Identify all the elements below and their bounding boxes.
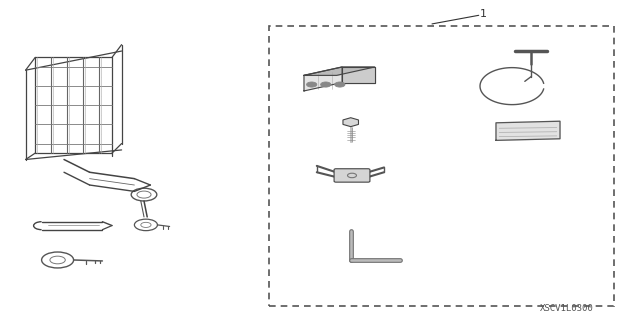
Text: XSCV1L0300: XSCV1L0300 bbox=[540, 304, 593, 313]
Circle shape bbox=[307, 82, 317, 87]
Text: 1: 1 bbox=[480, 9, 486, 19]
Polygon shape bbox=[342, 67, 375, 83]
Polygon shape bbox=[304, 67, 342, 91]
FancyBboxPatch shape bbox=[334, 169, 370, 182]
Circle shape bbox=[335, 82, 345, 87]
Polygon shape bbox=[304, 67, 375, 75]
Polygon shape bbox=[496, 121, 560, 140]
Circle shape bbox=[321, 82, 331, 87]
